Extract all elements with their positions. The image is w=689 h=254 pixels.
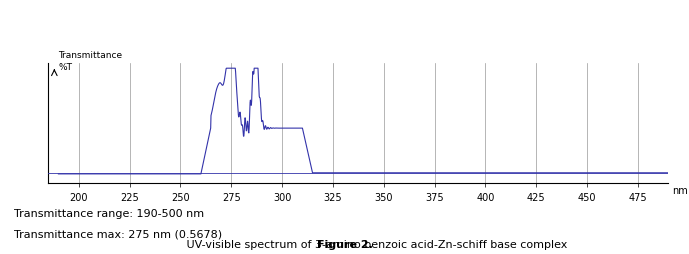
Text: %T: %T	[59, 63, 72, 72]
Text: Transmittance: Transmittance	[59, 51, 123, 60]
Text: UV-visible spectrum of 3-amino benzoic acid-Zn-schiff base complex: UV-visible spectrum of 3-amino benzoic a…	[183, 239, 568, 249]
Text: Transmittance range: 190-500 nm: Transmittance range: 190-500 nm	[14, 208, 204, 218]
Text: nm: nm	[672, 185, 688, 195]
Text: Figure 2.: Figure 2.	[316, 239, 373, 249]
Text: Transmittance max: 275 nm (0.5678): Transmittance max: 275 nm (0.5678)	[14, 229, 222, 239]
